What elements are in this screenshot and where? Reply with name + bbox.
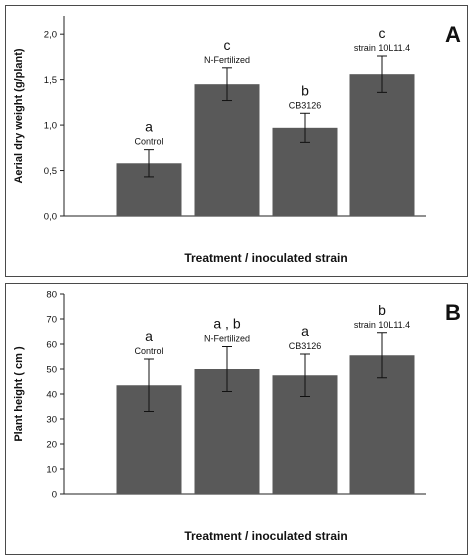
panel-letter: A (445, 22, 461, 47)
y-axis-title: Plant height ( cm ) (13, 346, 25, 442)
category-label: N-Fertilized (204, 55, 250, 65)
significance-letter: c (224, 37, 231, 53)
significance-letter: c (379, 25, 386, 41)
plant-height-chart: 0 10 20 30 40 50 60 70 80 Control a N-Fertilized a ,… (13, 290, 461, 544)
significance-letter: a (145, 119, 153, 135)
y-tick-label: 60 (46, 340, 57, 351)
significance-letter: a (145, 328, 153, 344)
category-label: CB3126 (289, 341, 322, 351)
chart-panel-b: 0 10 20 30 40 50 60 70 80 Control a N-Fertilized a ,… (5, 283, 468, 555)
y-tick-label: 10 (46, 465, 57, 476)
x-axis-title: Treatment / inoculated strain (184, 529, 347, 543)
category-label: N-Fertilized (204, 334, 250, 344)
significance-letter: a , b (213, 316, 240, 332)
aerial-dry-weight-chart: 0,0 0,5 1,0 1,5 2,0 Control a N-Fertilized c CB31… (13, 16, 461, 265)
category-label: strain 10L11.4 (354, 320, 410, 330)
bar-2 (194, 84, 260, 216)
y-tick-label: 1,5 (44, 75, 57, 86)
y-tick-label: 0,5 (44, 166, 57, 177)
bar-4 (349, 74, 415, 216)
y-axis-title: Aerial dry weight (g/plant) (13, 48, 25, 183)
category-label: strain 10L11.4 (354, 43, 410, 53)
y-tick-label: 30 (46, 415, 57, 426)
chart-panel-a: 0,0 0,5 1,0 1,5 2,0 Control a N-Fertilized c CB31… (5, 5, 468, 277)
y-tick-label: 20 (46, 440, 57, 451)
y-tick-label: 80 (46, 290, 57, 301)
panel-letter: B (445, 300, 461, 325)
significance-letter: a (301, 323, 309, 339)
x-axis-title: Treatment / inoculated strain (184, 251, 347, 265)
y-tick-label: 2,0 (44, 30, 57, 41)
category-label: CB3126 (289, 100, 322, 110)
y-tick-label: 70 (46, 315, 57, 326)
y-tick-label: 40 (46, 390, 57, 401)
category-label: Control (134, 346, 163, 356)
y-tick-label: 1,0 (44, 121, 57, 132)
significance-letter: b (301, 82, 309, 98)
y-tick-label: 0 (52, 490, 57, 501)
bar-4 (349, 355, 415, 494)
y-tick-label: 0,0 (44, 212, 57, 223)
y-tick-label: 50 (46, 365, 57, 376)
significance-letter: b (378, 302, 386, 318)
category-label: Control (134, 137, 163, 147)
